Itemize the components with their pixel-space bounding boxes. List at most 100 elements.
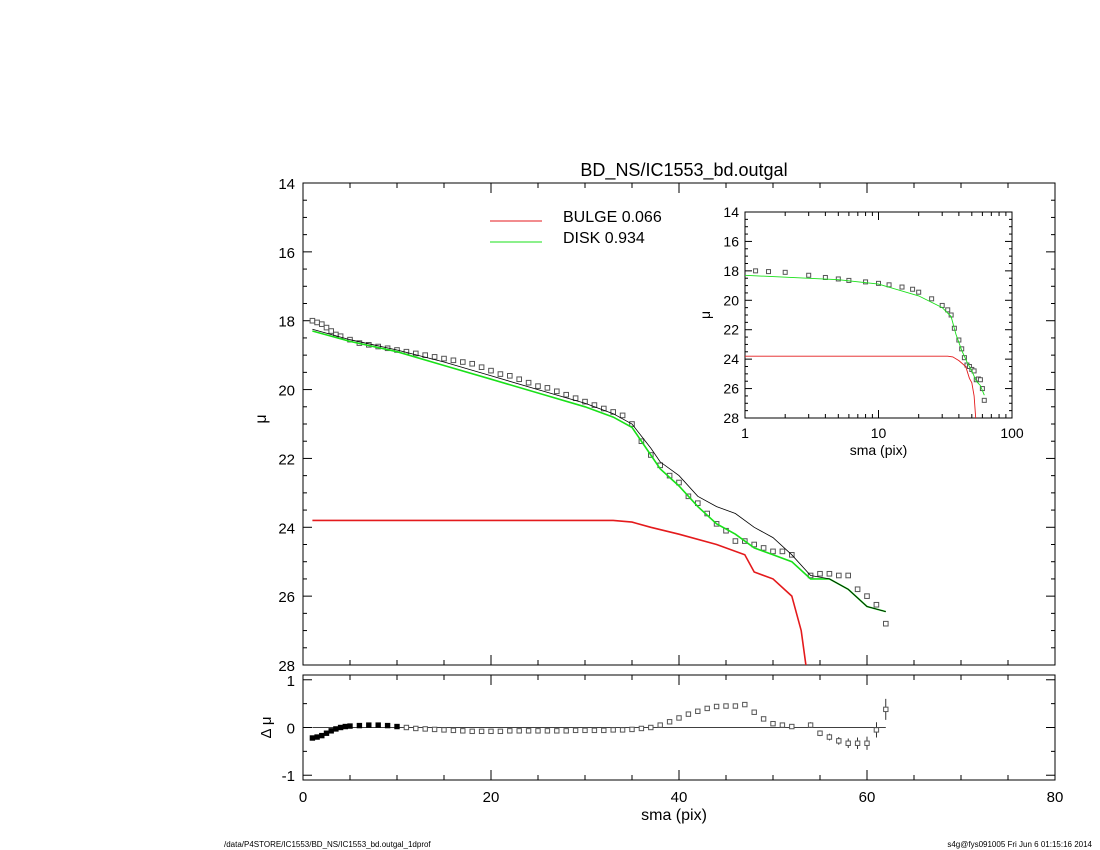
residual-data-point (779, 722, 786, 728)
residual-data-point (460, 728, 466, 734)
legend-label-disk: DISK 0.934 (563, 230, 645, 247)
residual-data-point (384, 722, 391, 729)
residual-data-point (723, 703, 729, 709)
inset-plot-area (745, 268, 987, 418)
residual-data-point (657, 722, 663, 728)
footer-timestamp: s4g@fys091005 Fri Jun 6 01:15:16 2014 (947, 840, 1092, 849)
residual-data-point (323, 730, 330, 736)
main-data-point (610, 409, 617, 415)
residual-x-tick-label: 0 (299, 789, 307, 806)
residual-data-point (883, 706, 889, 713)
residual-data-point (413, 725, 419, 732)
inset-y-tick-label: 14 (723, 204, 739, 220)
main-data-point (488, 367, 494, 374)
residual-data-points (309, 698, 889, 750)
residual-data-point (845, 740, 851, 746)
main-data-point (751, 541, 758, 548)
residual-y-tick-label: 1 (287, 673, 295, 690)
residual-data-point (394, 723, 400, 730)
residual-data-point (563, 728, 569, 734)
residual-y-tick-label: 0 (287, 721, 295, 738)
main-data-point (591, 402, 598, 408)
main-data-point (314, 319, 320, 326)
main-data-point (323, 324, 330, 331)
legend-label-bulge: BULGE 0.066 (563, 209, 662, 226)
residual-data-point (328, 728, 334, 734)
main-data-point (441, 355, 447, 362)
main-data-point (535, 383, 541, 389)
inset-x-tick-label: 1 (741, 425, 749, 441)
main-data-point (497, 371, 504, 377)
residual-data-point (751, 709, 757, 715)
residual-data-point (817, 730, 823, 736)
inset-data-point (910, 286, 916, 292)
residual-data-point (619, 727, 626, 733)
residual-data-point (854, 740, 861, 746)
residual-data-point (347, 723, 353, 729)
main-data-point (563, 391, 570, 398)
inset-data-point (766, 269, 772, 275)
residual-data-point (685, 711, 692, 717)
residual-data-point (366, 722, 372, 728)
main-data-point (413, 350, 419, 357)
inset-data-point (886, 282, 892, 288)
main-data-point (601, 405, 607, 412)
main-data-point (319, 321, 325, 327)
residual-data-point (488, 728, 494, 735)
residual-x-tick-label: 40 (671, 789, 688, 806)
main-data-point (582, 398, 588, 405)
residual-x-tick-label: 80 (1047, 789, 1064, 806)
main-data-points (309, 317, 889, 627)
inset-data-point (977, 377, 983, 383)
residual-data-point (704, 705, 710, 712)
main-y-tick-label: 16 (278, 245, 295, 262)
inset-plot-frame (744, 211, 1013, 419)
main-data-point (450, 357, 457, 364)
residual-data-point (648, 724, 654, 731)
residual-data-point (544, 728, 551, 734)
residual-data-point (629, 726, 635, 733)
residual-data-point (610, 727, 616, 733)
main-y-axis-label: μ (253, 414, 270, 423)
residual-data-point (873, 727, 880, 733)
inset-data-point (806, 272, 812, 278)
main-data-point (817, 570, 823, 577)
main-data-point (507, 373, 513, 379)
residual-data-point (507, 728, 513, 734)
residual-data-point (337, 724, 344, 731)
main-data-point (826, 570, 833, 577)
main-data-point (770, 548, 776, 555)
residual-data-point (826, 734, 833, 740)
residual-data-point (807, 722, 814, 728)
residual-data-point (309, 735, 316, 741)
inset-data-point (929, 296, 935, 302)
residual-data-point (601, 727, 607, 734)
inset-y-tick-label: 18 (723, 263, 739, 279)
main-data-point (873, 601, 880, 608)
series-line-disk (312, 330, 887, 613)
residual-data-point (516, 728, 522, 734)
residual-data-point (713, 703, 720, 710)
residual-data-point (836, 738, 842, 744)
main-y-tick-label: 18 (278, 314, 295, 331)
residual-x-axis-label: sma (pix) (641, 807, 707, 824)
residual-data-point (572, 727, 579, 734)
inset-y-tick-label: 24 (723, 351, 739, 367)
inset-series-line-disk (745, 274, 985, 396)
residual-data-point (770, 720, 776, 727)
main-y-tick-label: 24 (278, 520, 295, 537)
residual-y-axis-label: Δ μ (258, 716, 275, 738)
main-y-tick-label: 14 (278, 176, 295, 193)
residual-x-tick-label: 60 (859, 789, 876, 806)
inset-data-point (945, 307, 951, 313)
main-data-point (469, 360, 475, 367)
inset-series-line-bulge (745, 355, 977, 418)
residual-data-point (441, 727, 447, 733)
inset-data-point (899, 284, 905, 290)
main-y-tick-label: 26 (278, 589, 295, 606)
residual-data-point (789, 723, 795, 730)
main-data-point (554, 388, 560, 395)
residual-data-point (676, 715, 682, 721)
residual-data-point (638, 725, 645, 732)
